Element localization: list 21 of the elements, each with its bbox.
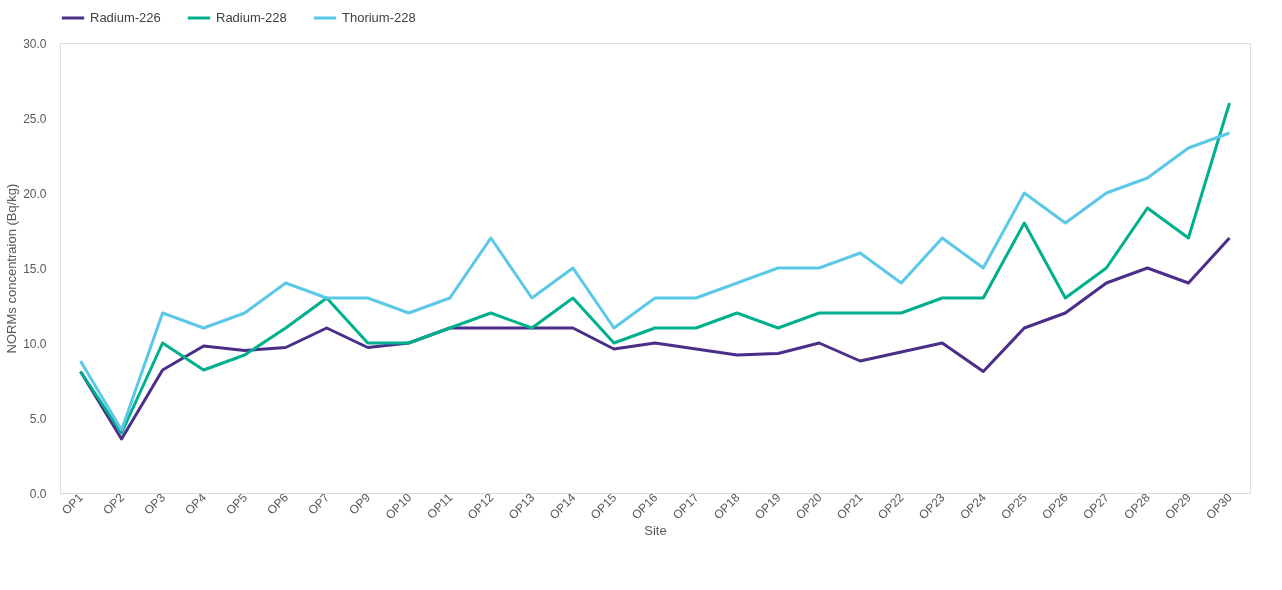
x-tick-label: OP5	[223, 490, 251, 518]
legend-label: Radium-228	[216, 10, 287, 25]
legend-label: Thorium-228	[342, 10, 416, 25]
y-tick-label: 30.0	[23, 36, 47, 51]
x-tick-label: OP6	[264, 490, 292, 518]
x-tick-label: OP9	[346, 490, 374, 518]
x-tick-label: OP2	[100, 490, 128, 518]
x-tick-label: OP1	[59, 490, 87, 518]
y-axis-title: NORMs concentraion (Bq/kg)	[4, 183, 20, 354]
x-tick-label: OP4	[182, 490, 210, 518]
y-tick-label: 15.0	[23, 261, 47, 276]
y-tick-label: 20.0	[23, 186, 47, 201]
y-tick-label: 10.0	[23, 336, 47, 351]
x-tick-label: OP7	[305, 490, 333, 518]
line-series	[79, 236, 1231, 441]
x-axis-title: Site	[644, 523, 667, 539]
legend-label: Radium-226	[90, 10, 161, 25]
y-tick-label: 5.0	[29, 411, 47, 426]
x-tick-label: OP3	[141, 490, 169, 518]
y-tick-label: 25.0	[23, 111, 47, 126]
y-tick-label: 0.0	[29, 486, 47, 501]
